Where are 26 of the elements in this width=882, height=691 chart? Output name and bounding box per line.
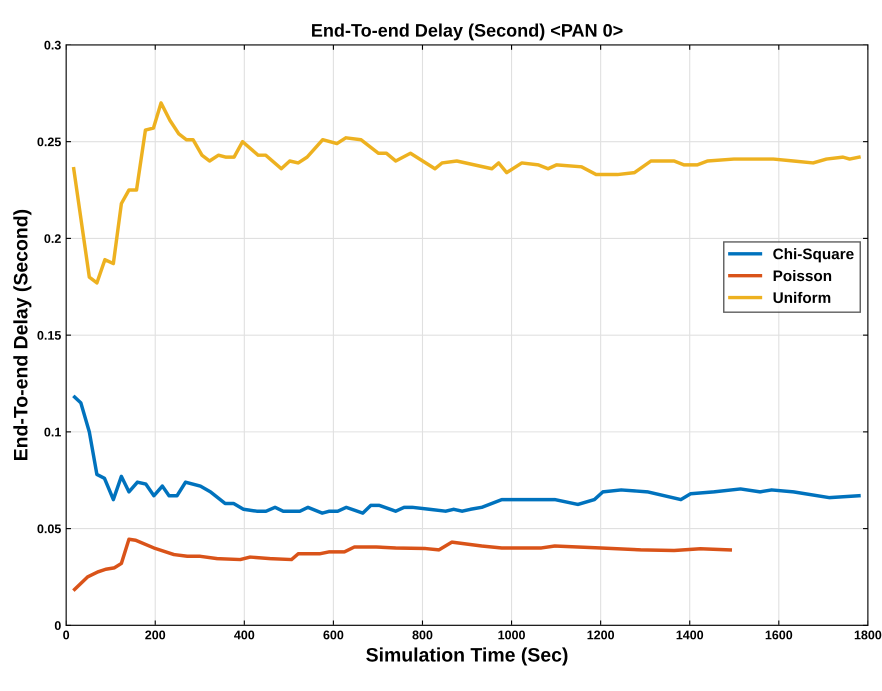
y-axis-title: End-To-end Delay (Second) bbox=[13, 210, 32, 460]
y-tick-label: 0 bbox=[54, 621, 61, 630]
x-tick-label: 200 bbox=[145, 630, 166, 640]
y-tick-label: 0.1 bbox=[44, 428, 61, 437]
legend-label: Uniform bbox=[774, 292, 830, 304]
chart-title: End-To-end Delay (Second) <PAN 0> bbox=[312, 23, 622, 40]
legend-label: Chi-Square bbox=[773, 248, 854, 262]
x-tick-label: 1200 bbox=[588, 630, 614, 640]
x-tick-label: 800 bbox=[412, 630, 432, 640]
x-axis-title: Simulation Time (Sec) bbox=[366, 647, 568, 666]
x-tick-label: 1800 bbox=[854, 630, 882, 640]
y-tick-label: 0.15 bbox=[37, 330, 61, 340]
y-tick-label: 0.25 bbox=[37, 137, 61, 146]
x-tick-label: 600 bbox=[323, 630, 344, 640]
line-series bbox=[72, 395, 861, 515]
y-tick-label: 0.3 bbox=[44, 40, 61, 50]
x-tick-label: 1400 bbox=[676, 630, 704, 640]
x-tick-label: 1600 bbox=[766, 630, 792, 640]
x-tick-label: 1000 bbox=[498, 630, 525, 640]
y-tick-label: 0.2 bbox=[44, 234, 61, 244]
line-series bbox=[72, 101, 861, 285]
line-series bbox=[72, 538, 732, 592]
legend-label: Poisson bbox=[774, 270, 832, 282]
x-tick-label: 400 bbox=[234, 630, 254, 640]
x-tick-label: 0 bbox=[63, 630, 70, 640]
y-tick-label: 0.05 bbox=[37, 524, 61, 534]
